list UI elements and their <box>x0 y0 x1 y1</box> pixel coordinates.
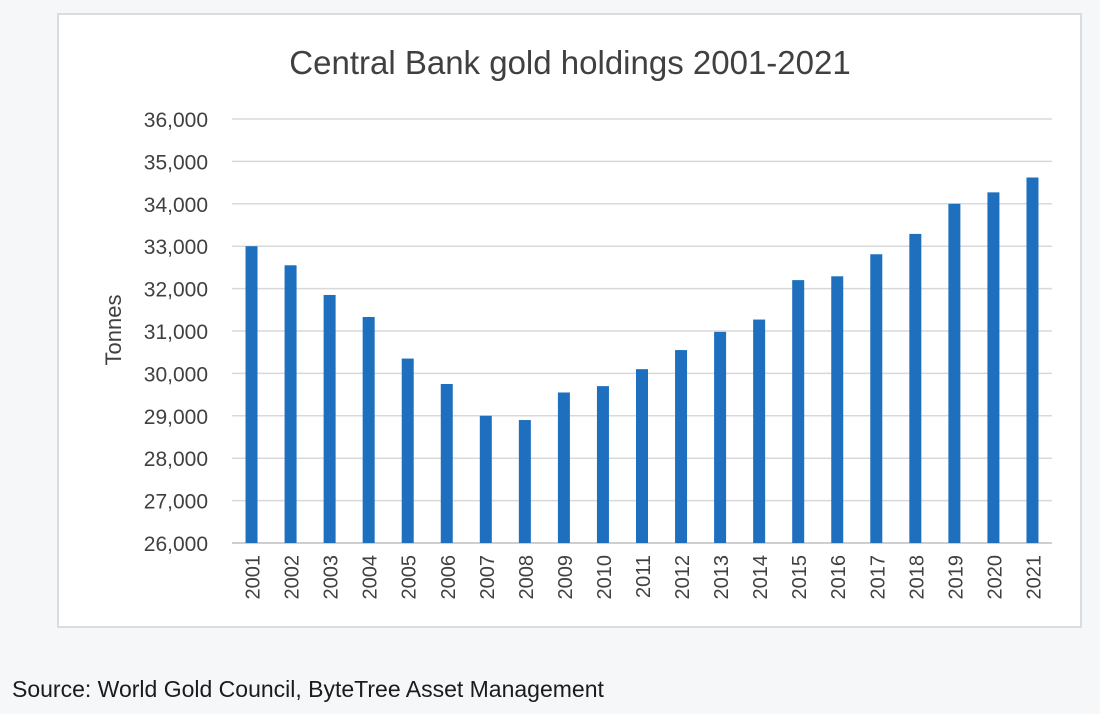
y-tick-label: 27,000 <box>144 491 208 514</box>
y-tick-label: 34,000 <box>144 194 208 217</box>
bar-2004 <box>362 317 375 543</box>
x-tick-label: 2007 <box>477 555 499 600</box>
bar-2007 <box>479 415 492 543</box>
bar-2018 <box>909 233 922 544</box>
x-tick-labels: 2001 2002 2003 2004 2005 2006 2007 2008 2009 2010… <box>243 555 1046 600</box>
y-tick-label: 31,000 <box>144 321 208 344</box>
bar-2002 <box>284 265 297 543</box>
y-axis-label: Tonnes <box>101 295 126 366</box>
bar-2001 <box>245 246 258 543</box>
x-tick-label: 2003 <box>321 555 343 600</box>
x-tick-label: 2019 <box>945 555 967 600</box>
y-tick-label: 28,000 <box>144 448 208 471</box>
bar-2021 <box>1026 177 1039 543</box>
x-tick-label: 2016 <box>828 555 850 600</box>
y-tick-label: 32,000 <box>144 279 208 302</box>
x-tick-label: 2013 <box>711 555 733 600</box>
x-tick-label: 2006 <box>438 555 460 600</box>
bar-2019 <box>948 203 961 544</box>
bar-2006 <box>440 384 453 543</box>
x-tick-label: 2012 <box>672 555 694 600</box>
x-tick-label: 2017 <box>867 555 889 600</box>
x-tick-label: 2009 <box>555 555 577 600</box>
x-tick-label: 2010 <box>594 555 616 600</box>
x-tick-label: 2001 <box>243 555 265 600</box>
y-tick-label: 26,000 <box>144 533 208 556</box>
y-tick-label: 36,000 <box>144 109 208 132</box>
x-tick-label: 2008 <box>516 555 538 600</box>
source-caption: Source: World Gold Council, ByteTree Ass… <box>12 676 604 702</box>
x-tick-label: 2018 <box>906 555 928 600</box>
bar-2015 <box>792 280 805 543</box>
bar-2012 <box>675 350 688 543</box>
x-tick-label: 2005 <box>399 555 421 600</box>
x-tick-label: 2015 <box>789 555 811 600</box>
bar-2005 <box>401 358 414 543</box>
bar-2008 <box>518 420 531 543</box>
bar-2017 <box>870 254 883 544</box>
bars <box>245 177 1039 544</box>
x-tick-label: 2020 <box>984 555 1006 600</box>
y-tick-label: 33,000 <box>144 236 208 259</box>
chart-title: Central Bank gold holdings 2001-2021 <box>289 44 850 81</box>
y-tick-label: 30,000 <box>144 363 208 386</box>
y-tick-label: 29,000 <box>144 406 208 429</box>
bar-2014 <box>753 319 766 543</box>
bar-2009 <box>557 392 570 543</box>
bar-2020 <box>987 192 1000 544</box>
bar-2011 <box>636 369 648 543</box>
x-tick-label: 2014 <box>750 555 772 600</box>
bar-2010 <box>596 386 609 543</box>
y-tick-label: 35,000 <box>144 151 208 174</box>
bar-2016 <box>831 276 844 543</box>
y-tick-labels: 26,000 27,000 28,000 29,000 30,000 31,000 32,0… <box>144 109 208 556</box>
x-tick-label: 2002 <box>282 555 304 600</box>
x-tick-label: 2021 <box>1023 555 1045 600</box>
bar-2003 <box>323 294 336 543</box>
x-tick-label: 2011 <box>633 555 655 598</box>
bar-2013 <box>714 331 727 543</box>
x-tick-label: 2004 <box>360 555 382 600</box>
